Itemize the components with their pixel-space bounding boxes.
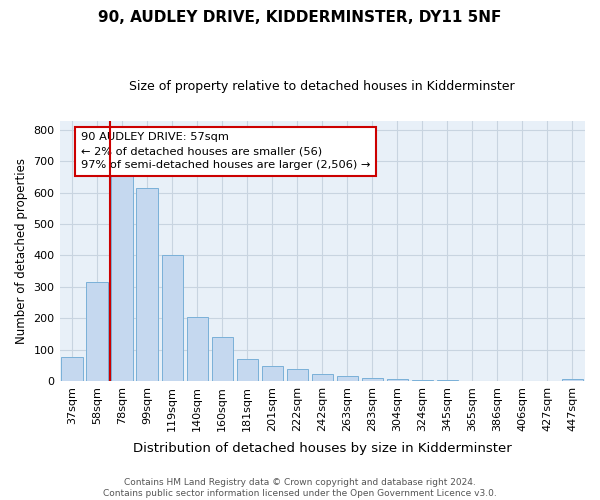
Bar (311, 374, 333, 381)
Bar (337, 376, 358, 381)
Text: Contains HM Land Registry data © Crown copyright and database right 2024.
Contai: Contains HM Land Registry data © Crown c… (103, 478, 497, 498)
Bar (362, 378, 383, 381)
Bar (161, 256, 183, 381)
Bar (187, 316, 208, 381)
Bar (112, 172, 133, 381)
Bar (437, 380, 458, 381)
Bar (61, 358, 83, 381)
Bar (212, 337, 233, 381)
Title: Size of property relative to detached houses in Kidderminster: Size of property relative to detached ho… (130, 80, 515, 93)
Bar (136, 188, 158, 381)
Bar (412, 380, 433, 381)
Bar (86, 282, 108, 381)
Bar (287, 370, 308, 381)
Bar (236, 359, 258, 381)
Text: 90 AUDLEY DRIVE: 57sqm
← 2% of detached houses are smaller (56)
97% of semi-deta: 90 AUDLEY DRIVE: 57sqm ← 2% of detached … (80, 132, 370, 170)
X-axis label: Distribution of detached houses by size in Kidderminster: Distribution of detached houses by size … (133, 442, 512, 455)
Text: 90, AUDLEY DRIVE, KIDDERMINSTER, DY11 5NF: 90, AUDLEY DRIVE, KIDDERMINSTER, DY11 5N… (98, 10, 502, 25)
Bar (262, 366, 283, 381)
Y-axis label: Number of detached properties: Number of detached properties (15, 158, 28, 344)
Bar (562, 380, 583, 381)
Bar (387, 380, 408, 381)
